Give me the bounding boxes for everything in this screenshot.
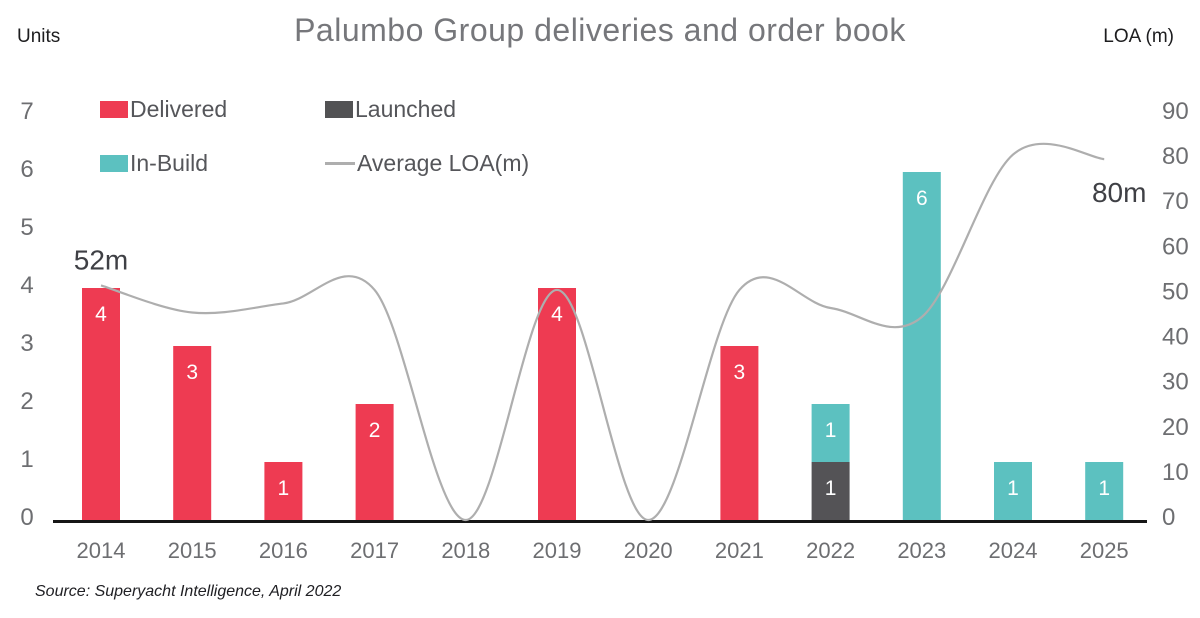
right-tick-80: 80	[1162, 143, 1189, 170]
bar-delivered-2017	[355, 404, 394, 520]
legend-item-launched: Launched	[325, 95, 457, 122]
x-label-2025: 2025	[1080, 538, 1129, 563]
x-label-2023: 2023	[897, 538, 946, 563]
source-note: Source: Superyacht Intelligence, April 2…	[35, 583, 342, 600]
right-tick-30: 30	[1162, 369, 1189, 396]
bar-value-in-build-2024: 1	[1007, 477, 1019, 500]
average-loa-m-line-marker	[325, 161, 355, 165]
annotation-80m: 80m	[1092, 177, 1146, 208]
right-axis-title: LOA (m)	[1103, 26, 1174, 47]
bar-delivered-2016	[264, 462, 303, 520]
bar-delivered-2021	[720, 346, 759, 520]
bar-value-delivered-2016: 1	[278, 477, 290, 500]
x-label-2019: 2019	[533, 538, 582, 563]
bar-value-launched-2022: 1	[825, 477, 837, 500]
legend-item-in-build: In-Build	[100, 149, 208, 176]
line-average-loa-m	[100, 142, 1105, 522]
in-build-swatch	[100, 154, 128, 172]
right-tick-70: 70	[1162, 188, 1189, 215]
bar-in-build-2024	[994, 462, 1032, 520]
right-tick-10: 10	[1162, 459, 1189, 486]
bar-delivered-2019	[538, 288, 576, 520]
bar-value-delivered-2019: 4	[551, 303, 563, 326]
left-tick-5: 5	[20, 214, 33, 241]
right-tick-20: 20	[1162, 414, 1189, 441]
bar-value-delivered-2017: 2	[369, 419, 381, 442]
legend-label: Average LOA(m)	[357, 149, 530, 176]
legend-label: In-Build	[130, 149, 208, 176]
legend-label: Launched	[355, 95, 457, 122]
right-tick-90: 90	[1162, 98, 1189, 125]
right-tick-0: 0	[1162, 504, 1175, 531]
x-label-2015: 2015	[168, 538, 217, 563]
chart-title: Palumbo Group deliveries and order book	[294, 12, 906, 48]
legend-item-average-loa-m: Average LOA(m)	[325, 149, 530, 176]
bar-value-delivered-2021: 3	[734, 361, 746, 384]
bar-delivered-2015	[173, 346, 212, 520]
x-label-2024: 2024	[989, 538, 1038, 563]
x-label-2022: 2022	[806, 538, 855, 563]
bar-in-build-2025	[1085, 462, 1124, 520]
bar-launched-2022	[811, 462, 850, 520]
right-tick-50: 50	[1162, 278, 1189, 305]
x-label-2014: 2014	[77, 538, 126, 563]
launched-swatch	[325, 100, 353, 118]
legend-item-delivered: Delivered	[100, 95, 228, 122]
bar-delivered-2014	[82, 288, 120, 520]
left-axis-title: Units	[17, 26, 61, 47]
x-label-2016: 2016	[259, 538, 308, 563]
bar-in-build-2022	[811, 404, 850, 462]
left-tick-2: 2	[20, 388, 33, 415]
bar-value-in-build-2023: 6	[916, 187, 928, 210]
right-tick-60: 60	[1162, 233, 1189, 260]
left-tick-7: 7	[20, 98, 33, 125]
left-tick-0: 0	[20, 504, 33, 531]
bar-value-in-build-2022: 1	[825, 419, 837, 442]
x-label-2018: 2018	[441, 538, 490, 563]
bar-value-delivered-2015: 3	[186, 361, 198, 384]
bar-value-delivered-2014: 4	[95, 303, 107, 326]
right-tick-40: 40	[1162, 324, 1189, 351]
legend-label: Delivered	[130, 95, 228, 122]
delivered-swatch	[100, 100, 128, 118]
x-label-2020: 2020	[624, 538, 673, 563]
left-tick-3: 3	[20, 330, 33, 357]
x-label-2021: 2021	[715, 538, 764, 563]
bar-in-build-2023	[902, 172, 941, 520]
annotation-52m: 52m	[74, 244, 128, 275]
left-tick-4: 4	[20, 272, 33, 299]
left-tick-1: 1	[20, 446, 33, 473]
left-tick-6: 6	[20, 156, 33, 183]
x-label-2017: 2017	[350, 538, 399, 563]
bar-value-in-build-2025: 1	[1098, 477, 1110, 500]
